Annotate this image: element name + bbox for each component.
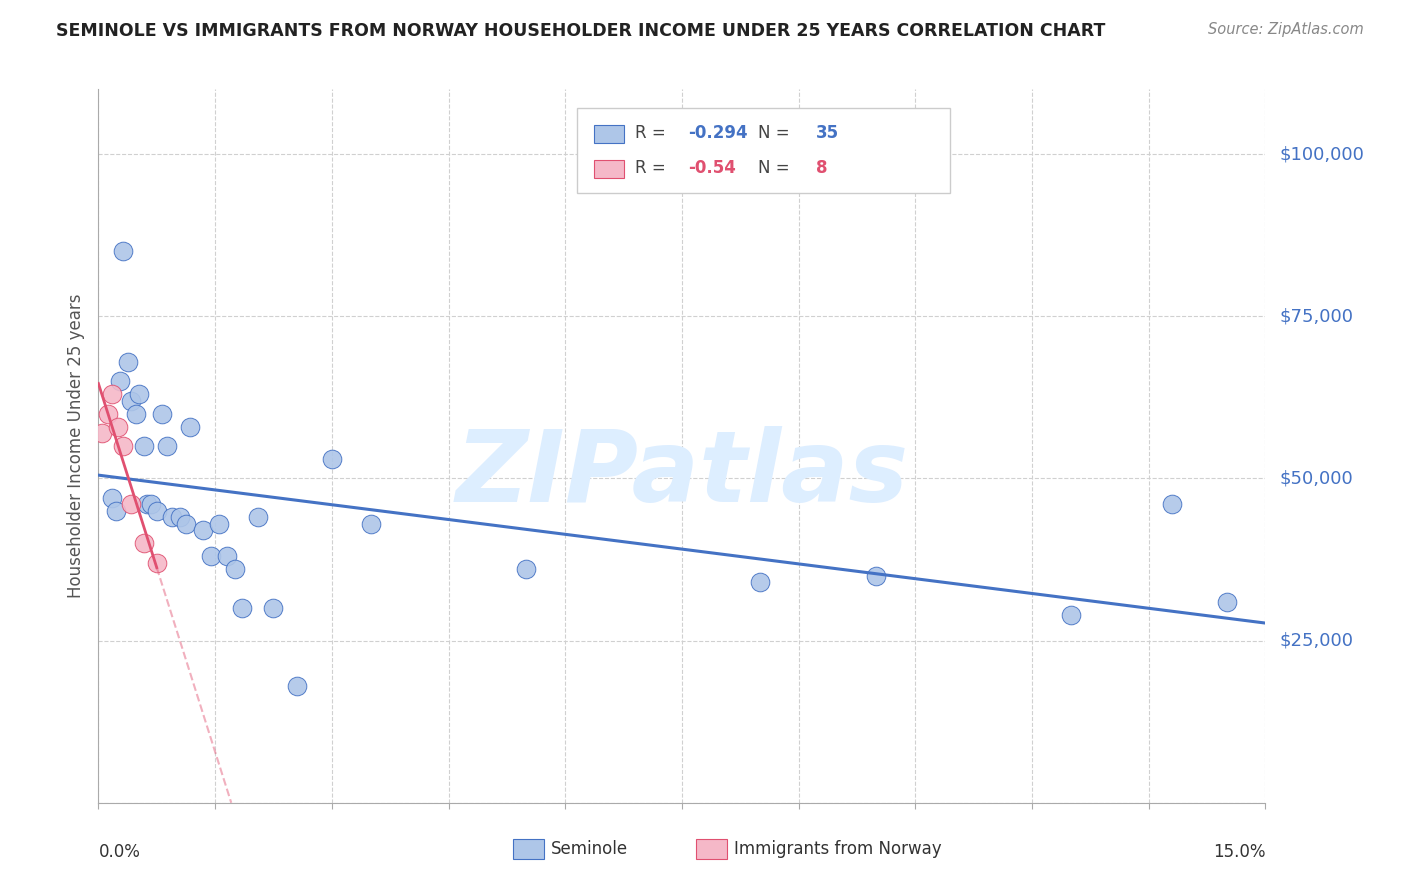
Y-axis label: Householder Income Under 25 years: Householder Income Under 25 years [67, 293, 86, 599]
Point [231, 601, 253, 615]
Point [101, 387, 124, 401]
Point [1060, 607, 1083, 622]
Text: 35: 35 [815, 125, 839, 143]
Point [1161, 497, 1184, 511]
Text: $25,000: $25,000 [1279, 632, 1354, 649]
Point [91, 425, 114, 440]
Point [112, 244, 135, 259]
Text: N =: N = [758, 125, 794, 143]
Point [132, 536, 155, 550]
Point [515, 562, 537, 576]
Point [748, 575, 770, 590]
Point [97, 407, 120, 421]
Text: 8: 8 [815, 160, 828, 178]
Point [150, 407, 173, 421]
Point [169, 510, 191, 524]
Point [174, 516, 197, 531]
Text: R =: R = [636, 125, 671, 143]
Point [208, 516, 231, 531]
Text: SEMINOLE VS IMMIGRANTS FROM NORWAY HOUSEHOLDER INCOME UNDER 25 YEARS CORRELATION: SEMINOLE VS IMMIGRANTS FROM NORWAY HOUSE… [56, 22, 1105, 40]
Point [132, 439, 155, 453]
Text: ZIPatlas: ZIPatlas [456, 426, 908, 523]
FancyBboxPatch shape [595, 160, 623, 178]
Point [146, 556, 169, 570]
FancyBboxPatch shape [576, 109, 950, 193]
Point [107, 419, 129, 434]
Point [179, 419, 201, 434]
Text: -0.294: -0.294 [688, 125, 748, 143]
Text: Immigrants from Norway: Immigrants from Norway [734, 840, 942, 858]
Point [125, 407, 148, 421]
Point [162, 510, 184, 524]
Point [108, 374, 131, 388]
Point [120, 393, 142, 408]
Point [117, 354, 139, 368]
Point [200, 549, 222, 564]
Text: R =: R = [636, 160, 671, 178]
Text: -0.54: -0.54 [688, 160, 735, 178]
Point [321, 452, 343, 467]
Point [246, 510, 269, 524]
Point [101, 491, 124, 505]
Point [224, 562, 246, 576]
FancyBboxPatch shape [595, 125, 623, 143]
Point [215, 549, 238, 564]
Text: $50,000: $50,000 [1279, 469, 1353, 487]
Point [262, 601, 284, 615]
Point [146, 504, 169, 518]
Text: $100,000: $100,000 [1279, 145, 1364, 163]
Text: Source: ZipAtlas.com: Source: ZipAtlas.com [1208, 22, 1364, 37]
Point [156, 439, 179, 453]
Text: $75,000: $75,000 [1279, 307, 1354, 326]
Text: Seminole: Seminole [551, 840, 628, 858]
Point [141, 497, 163, 511]
Point [128, 387, 150, 401]
Point [120, 497, 142, 511]
Point [135, 497, 157, 511]
Point [285, 679, 308, 693]
Point [193, 524, 215, 538]
Point [104, 504, 127, 518]
Point [1215, 595, 1237, 609]
Text: 15.0%: 15.0% [1213, 843, 1265, 861]
Text: N =: N = [758, 160, 794, 178]
Point [865, 568, 887, 582]
Text: 0.0%: 0.0% [98, 843, 141, 861]
Point [360, 516, 382, 531]
Point [112, 439, 135, 453]
